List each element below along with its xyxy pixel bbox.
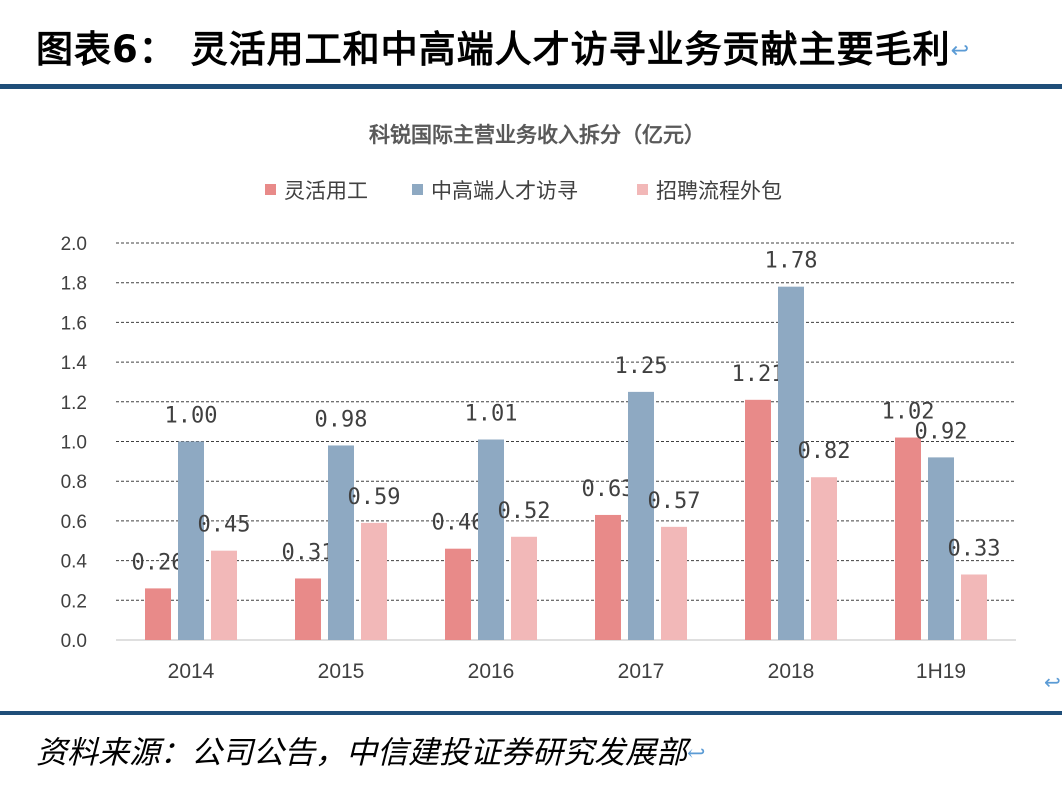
data-label: 0.33 — [948, 536, 1001, 561]
bar — [478, 439, 504, 640]
legend-swatch — [412, 184, 423, 195]
y-tick-label: 0.2 — [61, 591, 87, 612]
source-text: 资料来源：公司公告，中信建投证券研究发展部 — [36, 735, 687, 771]
legend-label: 灵活用工 — [284, 179, 368, 203]
bar — [778, 286, 804, 640]
y-tick-label: 0.8 — [61, 472, 87, 493]
x-tick-label: 2016 — [468, 660, 515, 683]
legend-swatch — [265, 184, 276, 195]
y-tick-label: 2.0 — [61, 234, 87, 255]
figure-title: 图表6： 灵活用工和中高端人才访寻业务贡献主要毛利↩ — [36, 22, 970, 78]
data-label: 0.63 — [582, 477, 635, 502]
y-tick-label: 1.2 — [61, 393, 87, 414]
bar — [745, 399, 771, 640]
legend-swatch — [637, 184, 648, 195]
bar — [661, 526, 687, 640]
top-divider — [0, 84, 1062, 89]
data-label: 0.26 — [132, 550, 185, 575]
bar — [928, 457, 954, 640]
x-tick-label: 2018 — [768, 660, 815, 683]
y-tick-label: 1.4 — [61, 353, 88, 374]
x-tick-label: 2017 — [618, 660, 665, 683]
x-tick-label: 2014 — [168, 660, 215, 683]
bar — [628, 391, 654, 640]
bar — [811, 477, 837, 640]
return-mark-icon-edge: ↩ — [1044, 670, 1061, 694]
data-label: 0.52 — [498, 499, 551, 524]
bar — [145, 588, 171, 640]
bar-chart: 科锐国际主营业务收入拆分（亿元） 灵活用工 中高端人才访寻 招聘流程外包 0.0 0.2 0… — [61, 123, 1016, 683]
data-label: 1.02 — [882, 400, 935, 425]
y-tick-label: 0.6 — [61, 512, 87, 533]
data-label: 1.78 — [765, 249, 818, 274]
x-tick-label: 1H19 — [916, 660, 966, 683]
data-label: 0.31 — [282, 540, 335, 565]
data-label: 0.45 — [198, 513, 251, 538]
source-note: 资料来源：公司公告，中信建投证券研究发展部↩ — [36, 728, 705, 778]
bar — [445, 548, 471, 640]
bar — [895, 437, 921, 640]
y-tick-label: 1.0 — [61, 433, 87, 454]
y-tick-label: 0.4 — [61, 552, 88, 573]
data-label: 0.46 — [432, 511, 485, 536]
bottom-divider — [0, 711, 1062, 715]
chart-title: 科锐国际主营业务收入拆分（亿元） — [369, 123, 705, 147]
bar — [361, 522, 387, 640]
legend-label: 中高端人才访寻 — [431, 179, 578, 203]
data-label: 0.98 — [315, 407, 368, 432]
bar — [595, 514, 621, 640]
bar — [511, 536, 537, 640]
return-mark-icon: ↩ — [950, 38, 971, 64]
data-label: 0.57 — [648, 489, 701, 514]
data-label: 0.92 — [915, 419, 968, 444]
y-tick-label: 1.6 — [61, 313, 87, 334]
data-label: 0.82 — [798, 439, 851, 464]
bar — [178, 441, 204, 640]
bar — [211, 550, 237, 640]
data-label: 1.00 — [165, 404, 218, 429]
data-label: 1.25 — [615, 354, 668, 379]
legend-label: 招聘流程外包 — [656, 179, 782, 203]
data-label: 1.01 — [465, 402, 518, 427]
figure-title-text: 图表6： 灵活用工和中高端人才访寻业务贡献主要毛利 — [36, 28, 951, 71]
data-label: 1.21 — [732, 362, 785, 387]
data-label: 0.59 — [348, 485, 401, 510]
bar — [961, 574, 987, 640]
y-tick-label: 0.0 — [61, 631, 87, 652]
x-tick-label: 2015 — [318, 660, 365, 683]
return-mark-icon-source: ↩ — [687, 741, 706, 767]
y-tick-label: 1.8 — [61, 274, 87, 295]
bar — [328, 445, 354, 640]
bar — [295, 578, 321, 640]
